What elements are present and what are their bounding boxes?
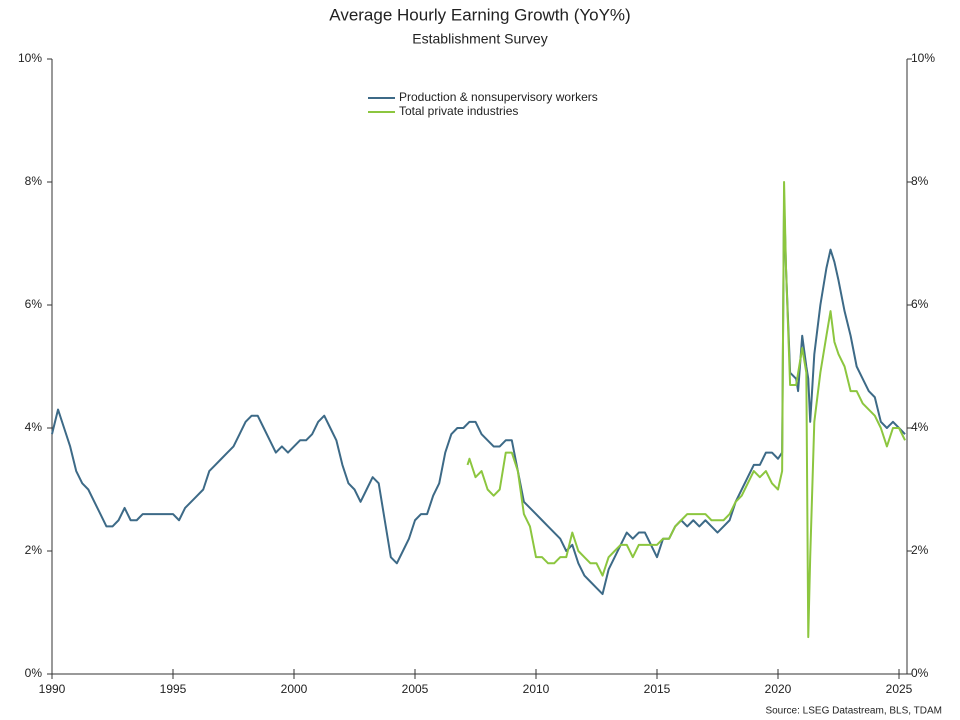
x-tick-label: 2025 bbox=[886, 682, 913, 696]
series-line bbox=[466, 181, 906, 639]
y2-tick-label: 10% bbox=[911, 51, 935, 65]
legend-label: Production & nonsupervisory workers bbox=[399, 90, 598, 104]
y-tick-label: 6% bbox=[25, 297, 43, 311]
x-tick-label: 2010 bbox=[523, 682, 550, 696]
series-line bbox=[51, 199, 906, 596]
x-tick-label: 2020 bbox=[765, 682, 792, 696]
y-tick-label: 2% bbox=[25, 543, 43, 557]
y-tick-label: 0% bbox=[25, 666, 43, 680]
y2-tick-label: 6% bbox=[911, 297, 929, 311]
x-tick-label: 1995 bbox=[160, 682, 187, 696]
x-tick-label: 2005 bbox=[402, 682, 429, 696]
y2-tick-label: 4% bbox=[911, 420, 929, 434]
y2-tick-label: 0% bbox=[911, 666, 929, 680]
y2-tick-label: 2% bbox=[911, 543, 929, 557]
chart-title: Average Hourly Earning Growth (YoY%) bbox=[329, 5, 630, 24]
legend-label: Total private industries bbox=[399, 104, 518, 118]
x-tick-label: 2015 bbox=[644, 682, 671, 696]
y-tick-label: 8% bbox=[25, 174, 43, 188]
source-note: Source: LSEG Datastream, BLS, TDAM bbox=[765, 706, 942, 717]
x-tick-label: 2000 bbox=[281, 682, 308, 696]
y-tick-label: 10% bbox=[18, 51, 42, 65]
y-tick-label: 4% bbox=[25, 420, 43, 434]
chart-subtitle: Establishment Survey bbox=[412, 31, 547, 47]
x-tick-label: 1990 bbox=[39, 682, 66, 696]
y2-tick-label: 8% bbox=[911, 174, 929, 188]
